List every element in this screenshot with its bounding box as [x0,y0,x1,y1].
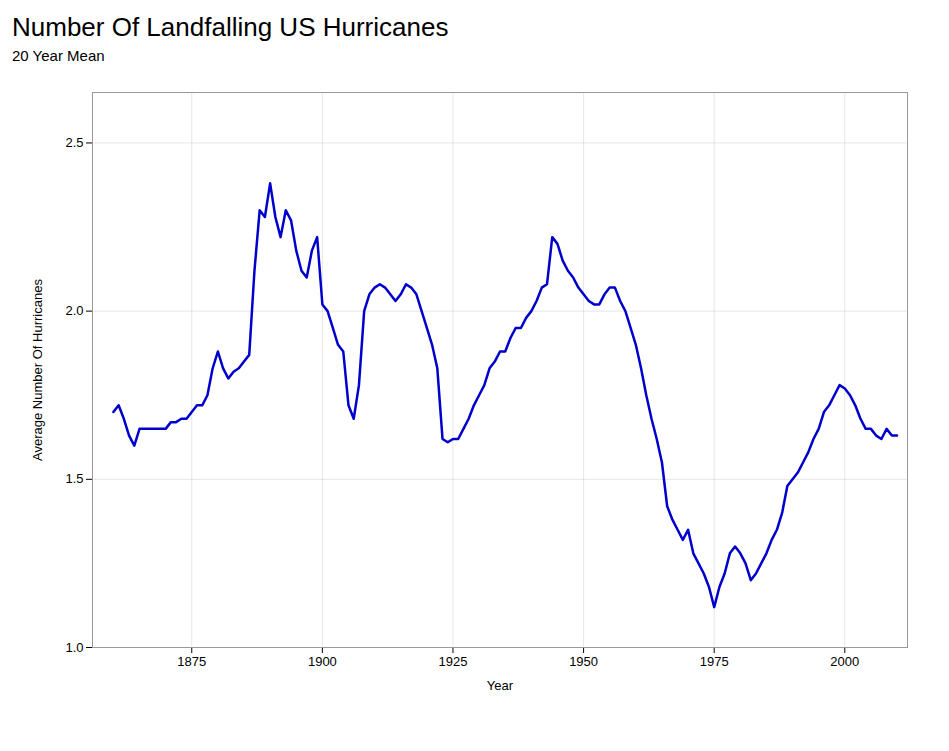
svg-text:1900: 1900 [308,654,337,669]
svg-text:2.0: 2.0 [65,303,83,318]
svg-text:1.5: 1.5 [65,471,83,486]
svg-text:1.0: 1.0 [65,640,83,655]
svg-text:2000: 2000 [830,654,859,669]
svg-text:Year: Year [487,678,514,693]
svg-text:Average Number Of Hurricanes: Average Number Of Hurricanes [30,279,45,461]
svg-text:1925: 1925 [439,654,468,669]
html-text:Number Of Landfalling US Hurri: Number Of Landfalling US Hurricanes [12,12,449,42]
svg-text:1950: 1950 [569,654,598,669]
svg-text:1875: 1875 [177,654,206,669]
html-text:20 Year Mean: 20 Year Mean [12,47,105,64]
svg-text:2.5: 2.5 [65,135,83,150]
svg-text:1975: 1975 [700,654,729,669]
